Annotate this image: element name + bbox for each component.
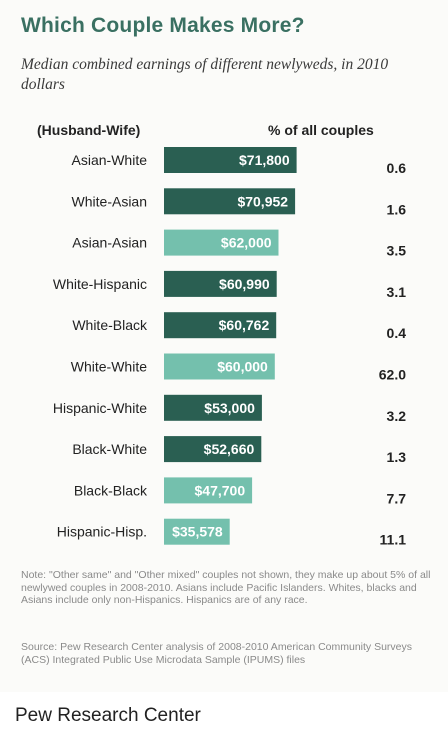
earnings-bar: [164, 188, 296, 215]
bar-value-label: $60,990: [219, 276, 270, 292]
category-label: Black-White: [72, 441, 147, 457]
percent-column-header: % of all couples: [268, 122, 374, 138]
category-label: White-Hispanic: [53, 276, 147, 292]
bar-value-label: $53,000: [204, 400, 255, 416]
percent-value: 1.6: [387, 201, 407, 217]
percent-value: 1.3: [387, 449, 407, 465]
chart-note: Note: "Other same" and "Other mixed" cou…: [21, 569, 431, 606]
category-label: Hispanic-White: [53, 400, 147, 416]
earnings-bar: [164, 353, 275, 380]
chart-title: Which Couple Makes More?: [21, 14, 305, 37]
chart-subtitle: Median combined earnings of different ne…: [21, 56, 389, 93]
earnings-bar: [164, 312, 277, 339]
bar-value-label: $62,000: [221, 235, 272, 251]
category-column-header: (Husband-Wife): [37, 122, 141, 138]
bar-value-label: $47,700: [195, 482, 246, 498]
percent-value: 0.4: [387, 325, 407, 341]
percent-value: 3.1: [387, 284, 407, 300]
bar-value-label: $35,578: [172, 524, 223, 540]
bar-value-label: $60,000: [217, 359, 268, 375]
percent-value: 3.2: [387, 408, 407, 424]
earnings-bar: [164, 477, 253, 504]
category-label: Asian-White: [72, 152, 148, 168]
percent-value: 7.7: [387, 490, 407, 506]
earnings-bar: [164, 394, 262, 421]
category-label: White-Black: [72, 317, 148, 333]
category-label: Hispanic-Hisp.: [57, 524, 147, 540]
category-label: Asian-Asian: [72, 235, 147, 251]
bar-value-label: $52,660: [204, 441, 255, 457]
bar-value-label: $70,952: [237, 193, 288, 209]
earnings-bar: [164, 147, 297, 173]
category-label: Black-Black: [74, 482, 148, 498]
percent-value: 0.6: [387, 160, 407, 176]
chart-card: Which Couple Makes More? Median combined…: [21, 14, 431, 666]
earnings-bar: [164, 518, 230, 545]
earnings-bar: [164, 229, 279, 256]
chart-source: Source: Pew Research Center analysis of …: [21, 641, 413, 666]
bar-value-label: $71,800: [239, 152, 290, 168]
category-label: White-White: [71, 359, 147, 375]
bar-value-label: $60,762: [219, 317, 270, 333]
earnings-bar: [164, 436, 262, 463]
category-label: White-Asian: [72, 193, 147, 209]
earnings-bar: [164, 270, 277, 297]
bar-chart: Asian-White $71,800 0.6 White-Asian $70,952 1…: [53, 147, 407, 548]
image-caption: Pew Research Center: [15, 705, 201, 726]
percent-value: 3.5: [387, 243, 407, 259]
percent-value: 11.1: [380, 532, 407, 548]
percent-value: 62.0: [379, 367, 406, 383]
